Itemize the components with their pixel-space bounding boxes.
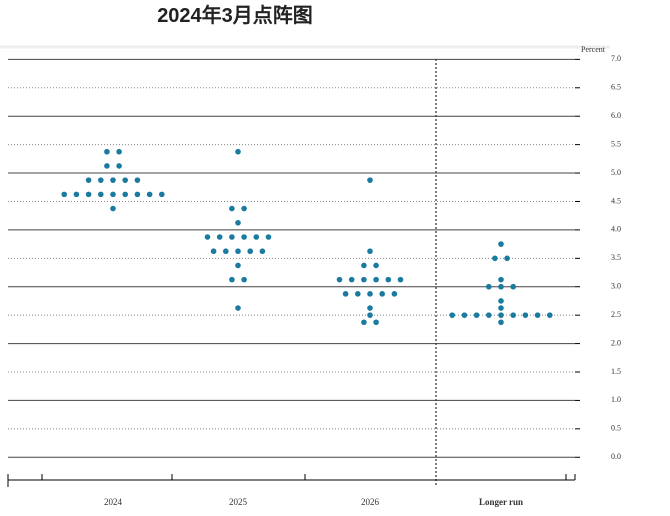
dot [235, 219, 241, 226]
dot [235, 262, 241, 269]
dot [216, 234, 223, 240]
dot [265, 234, 272, 240]
dot [391, 291, 398, 297]
dot [110, 205, 116, 212]
dot [498, 276, 504, 283]
dot [498, 312, 504, 318]
dot [223, 248, 229, 255]
dot [373, 262, 379, 269]
dot [498, 241, 504, 247]
dot [534, 312, 541, 318]
dot [235, 305, 241, 311]
dot [98, 177, 104, 183]
y-tick-label: 5.0 [611, 168, 621, 177]
chart-title: 2024年3月点阵图 [157, 3, 313, 27]
dot [473, 312, 480, 318]
dot [159, 191, 165, 198]
y-tick-label: 2.0 [611, 338, 621, 347]
y-tick-label: 5.5 [611, 139, 621, 148]
dot [367, 312, 373, 318]
dot [116, 148, 122, 155]
dot [247, 248, 253, 255]
dot [498, 283, 504, 290]
dot [498, 305, 504, 311]
y-tick-label: 7.0 [611, 54, 621, 63]
dot [449, 312, 456, 318]
y-tick-label: 3.0 [611, 282, 621, 291]
dot [355, 291, 361, 297]
dot [547, 312, 553, 318]
y-tick-label: 0.0 [611, 452, 621, 461]
x-tick-label: 2026 [361, 497, 380, 507]
dot [253, 234, 260, 240]
dot [492, 255, 498, 262]
y-tick-label: 6.0 [611, 111, 621, 120]
dot [367, 177, 373, 183]
dot [235, 248, 241, 255]
dot [229, 234, 235, 240]
dot [259, 248, 266, 255]
dot [367, 248, 373, 255]
y-axis-label: Percent [581, 45, 606, 54]
dot [348, 276, 355, 283]
dot [373, 276, 379, 283]
dot [134, 191, 141, 198]
dot [385, 276, 392, 283]
dot [204, 234, 211, 240]
dot [73, 191, 80, 198]
y-tick-label: 1.0 [611, 395, 621, 404]
dot [461, 312, 468, 318]
y-tick-label: 4.0 [611, 225, 621, 234]
dot [367, 305, 373, 311]
dot [486, 283, 492, 290]
dot [85, 191, 92, 198]
dot [110, 191, 116, 198]
dot [146, 191, 153, 198]
x-tick-label: 2025 [229, 497, 248, 507]
dot [241, 205, 247, 212]
dot [498, 298, 504, 304]
y-tick-label: 0.5 [611, 424, 621, 433]
dot [122, 177, 128, 183]
dot [210, 248, 217, 255]
dot [510, 283, 516, 290]
dot [104, 148, 110, 155]
dot [61, 191, 67, 198]
dot [367, 291, 373, 297]
x-tick-label: Longer run [479, 497, 523, 507]
dot [498, 319, 504, 326]
y-tick-label: 3.5 [611, 253, 621, 262]
dot [241, 234, 247, 240]
x-ticks [7, 474, 576, 487]
dot [241, 276, 247, 283]
dot [379, 291, 386, 297]
dot [361, 262, 367, 269]
dot [98, 191, 104, 198]
dot [235, 148, 241, 155]
dot [510, 312, 516, 318]
x-tick-label: 2024 [104, 497, 123, 507]
dot [373, 319, 379, 326]
dot [116, 163, 122, 169]
dot [336, 276, 343, 283]
dot [229, 205, 235, 212]
y-tick-label: 1.5 [611, 367, 621, 376]
dot [122, 191, 128, 198]
dot [134, 177, 141, 183]
dot [397, 276, 404, 283]
dot [85, 177, 92, 183]
dot [342, 291, 349, 297]
dot [486, 312, 492, 318]
dot [361, 276, 367, 283]
dot [361, 319, 367, 326]
dot [229, 276, 235, 283]
dot [110, 177, 116, 183]
dot [522, 312, 529, 318]
y-tick-label: 4.5 [611, 196, 621, 205]
dot [104, 163, 110, 169]
dot [504, 255, 510, 262]
y-tick-label: 6.5 [611, 83, 621, 92]
y-tick-label: 2.5 [611, 310, 621, 319]
